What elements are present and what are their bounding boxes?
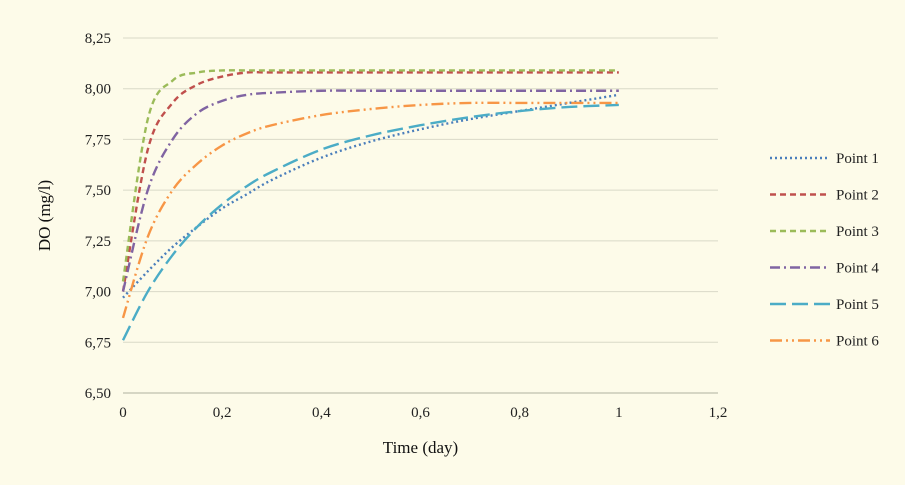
y-tick-label: 7,50 xyxy=(85,183,111,199)
y-tick-label: 7,25 xyxy=(85,234,111,250)
series-line-4 xyxy=(121,89,619,292)
gridlines xyxy=(123,37,718,343)
x-tick-label: 0,2 xyxy=(213,405,232,421)
series-line-5 xyxy=(121,103,619,341)
x-tick-label: 0,4 xyxy=(312,405,331,421)
legend-label-6: Point 6 xyxy=(836,334,879,350)
series-lines xyxy=(121,69,620,341)
series-line-2 xyxy=(121,70,619,292)
y-tick-label: 6,50 xyxy=(85,386,111,402)
x-axis-title: Time (day) xyxy=(383,438,458,457)
y-tick-label: 7,75 xyxy=(85,132,111,148)
x-tick-label: 1,2 xyxy=(709,405,728,421)
series-line-1 xyxy=(122,93,620,299)
legend-label-5: Point 5 xyxy=(836,297,879,313)
x-tick-label: 0,8 xyxy=(510,405,529,421)
x-tick-label: 0,6 xyxy=(411,405,430,421)
y-tick-label: 8,25 xyxy=(85,31,111,47)
y-tick-label: 6,75 xyxy=(85,335,111,351)
x-tick-label: 1 xyxy=(615,405,623,421)
y-tick-label: 8,00 xyxy=(85,82,111,98)
legend-label-2: Point 2 xyxy=(836,188,879,204)
y-tick-label: 7,00 xyxy=(85,285,111,301)
x-tick-label: 0 xyxy=(119,405,127,421)
legend: Point 1 Point 2 Point 3 Point 4 Point 5 Point… xyxy=(770,151,879,350)
axes: 6,50 6,75 7,00 7,25 7,50 7,75 8,00 8,25 0 0,2 0,4 0… xyxy=(85,31,728,421)
series-line-3 xyxy=(121,69,619,282)
y-axis-title: DO (mg/l) xyxy=(35,180,54,251)
legend-label-3: Point 3 xyxy=(836,224,879,240)
legend-label-1: Point 1 xyxy=(836,151,879,167)
legend-label-4: Point 4 xyxy=(836,261,879,277)
